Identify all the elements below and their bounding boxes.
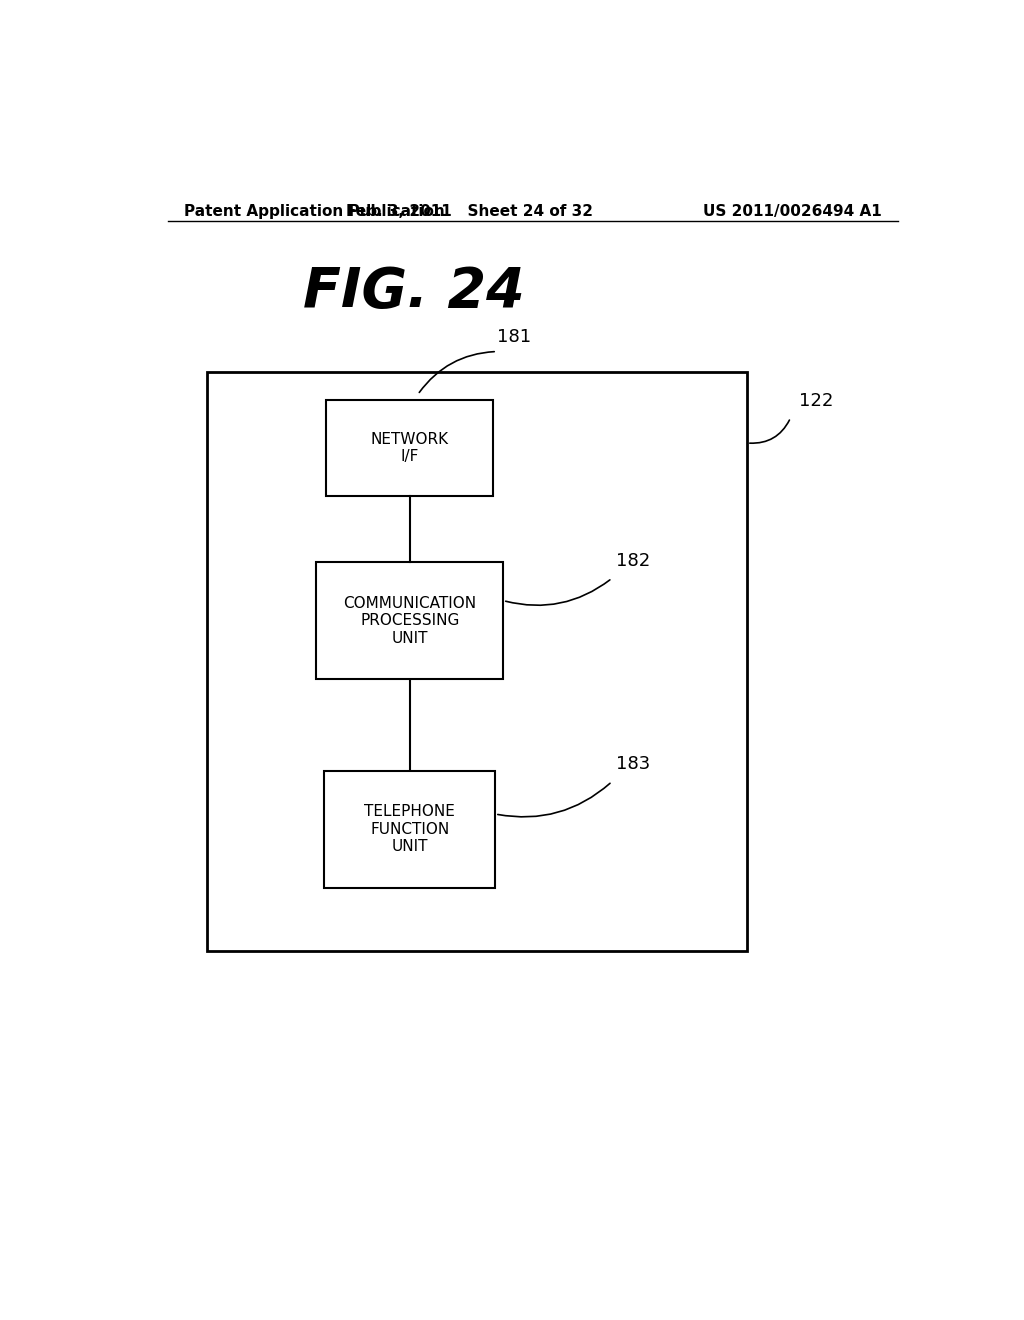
Text: FIG. 24: FIG. 24 [303,265,524,319]
Bar [327,400,493,496]
Bar [316,562,503,680]
Text: NETWORK
I/F: NETWORK I/F [371,432,449,465]
Bar [325,771,495,887]
Text: 182: 182 [616,552,650,570]
Text: TELEPHONE
FUNCTION
UNIT: TELEPHONE FUNCTION UNIT [365,804,455,854]
Text: 122: 122 [799,392,833,411]
Text: US 2011/0026494 A1: US 2011/0026494 A1 [703,205,882,219]
Text: Feb. 3, 2011   Sheet 24 of 32: Feb. 3, 2011 Sheet 24 of 32 [346,205,593,219]
Text: 181: 181 [497,329,531,346]
Text: COMMUNICATION
PROCESSING
UNIT: COMMUNICATION PROCESSING UNIT [343,595,476,645]
Text: 183: 183 [616,755,650,774]
Bar [207,372,748,952]
Text: Patent Application Publication: Patent Application Publication [183,205,444,219]
